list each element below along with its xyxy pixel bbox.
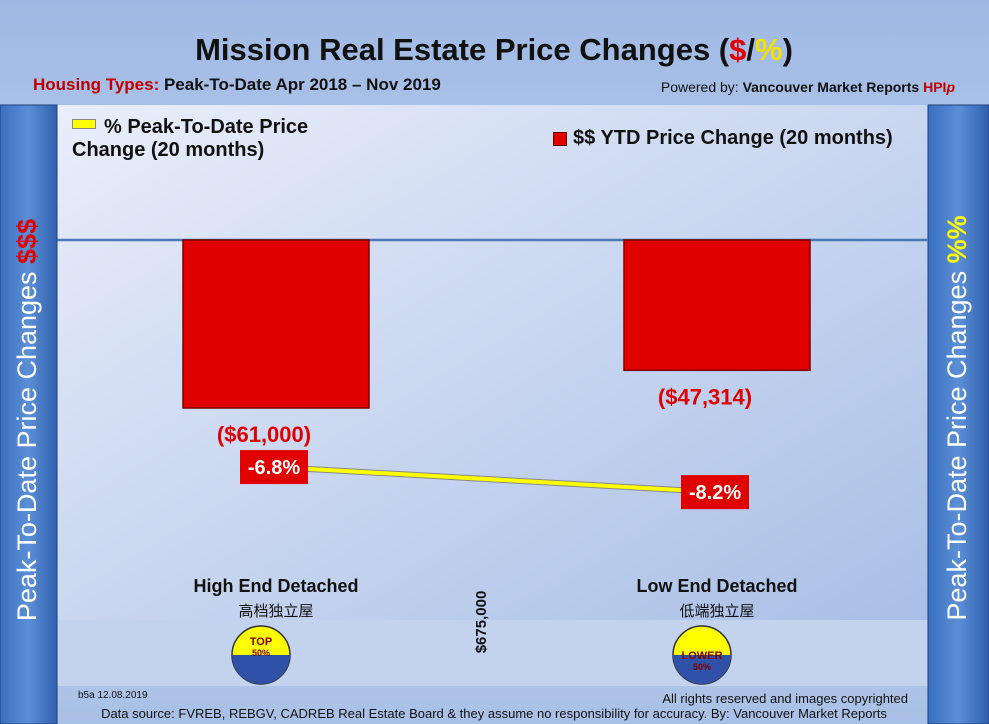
badge-half bbox=[232, 655, 290, 684]
powered-part: HPI bbox=[923, 79, 946, 95]
data-label-box bbox=[681, 475, 749, 510]
x-tick-label: High End Detached bbox=[193, 576, 358, 596]
subtitle-part: Peak-To-Date Apr 2018 – Nov 2019 bbox=[159, 75, 441, 94]
badge-band bbox=[57, 620, 928, 686]
chart-title: Mission Real Estate Price Changes ($/%) bbox=[195, 32, 793, 67]
axis-label-part: $$$ bbox=[12, 219, 42, 264]
legend-swatch bbox=[553, 131, 567, 146]
x-tick-sublabel: 高档独立屋 bbox=[238, 603, 313, 620]
badge-text: 50% bbox=[252, 648, 270, 658]
powered-by: Powered by: Vancouver Market Reports HPI… bbox=[661, 79, 956, 95]
axis-label-part: %% bbox=[942, 215, 972, 263]
data-label: ($61,000) bbox=[217, 422, 311, 447]
footer-rights: All rights reserved and images copyright… bbox=[662, 691, 908, 706]
right-panel bbox=[927, 104, 989, 724]
badge-text: LOWER bbox=[682, 650, 723, 662]
powered-part: Powered by: bbox=[661, 79, 743, 95]
data-label: ($47,314) bbox=[658, 384, 752, 409]
left-axis-label: Peak-To-Date Price Changes $$$ bbox=[12, 219, 42, 621]
data-label: -6.8% bbox=[248, 457, 300, 479]
title-part: ) bbox=[783, 32, 793, 67]
right-axis-label: Peak-To-Date Price Changes %% bbox=[942, 215, 972, 620]
x-tick-sublabel: 低端独立屋 bbox=[679, 603, 754, 620]
badge-text: 50% bbox=[693, 662, 711, 672]
data-label-box bbox=[240, 450, 308, 485]
footer-code: b5a 12.08.2019 bbox=[78, 690, 148, 701]
line bbox=[275, 465, 718, 495]
title-part: % bbox=[755, 32, 783, 67]
title-part: / bbox=[746, 32, 755, 67]
badge-text: TOP bbox=[250, 636, 272, 648]
legend-line: % Peak-To-Date Price Change (20 months) bbox=[72, 116, 362, 162]
median-label: $675,000 bbox=[473, 591, 490, 654]
footer-source: Data source: FVREB, REBGV, CADREB Real E… bbox=[101, 706, 887, 721]
data-label: -8.2% bbox=[689, 482, 741, 504]
subtitle-part: Housing Types: bbox=[33, 75, 159, 94]
title-part: $ bbox=[729, 32, 746, 67]
powered-part: p bbox=[945, 79, 955, 95]
legend-swatch bbox=[72, 119, 96, 129]
axis-label-part: Peak-To-Date Price Changes bbox=[12, 264, 42, 621]
axis-label-part: Peak-To-Date Price Changes bbox=[942, 263, 972, 620]
bar bbox=[182, 239, 370, 409]
left-panel bbox=[0, 104, 58, 724]
title-part: Mission Real Estate Price Changes ( bbox=[195, 32, 730, 67]
legend-label: % Peak-To-Date Price Change (20 months) bbox=[72, 116, 309, 161]
legend-label: $$ YTD Price Change (20 months) bbox=[573, 127, 893, 149]
legend-bar: $$ YTD Price Change (20 months) bbox=[553, 127, 893, 150]
bar bbox=[623, 239, 811, 372]
badge-half bbox=[673, 655, 731, 684]
x-tick-label: Low End Detached bbox=[636, 576, 797, 596]
subtitle: Housing Types: Peak-To-Date Apr 2018 – N… bbox=[33, 75, 441, 94]
powered-part: Vancouver Market Reports bbox=[743, 79, 924, 95]
